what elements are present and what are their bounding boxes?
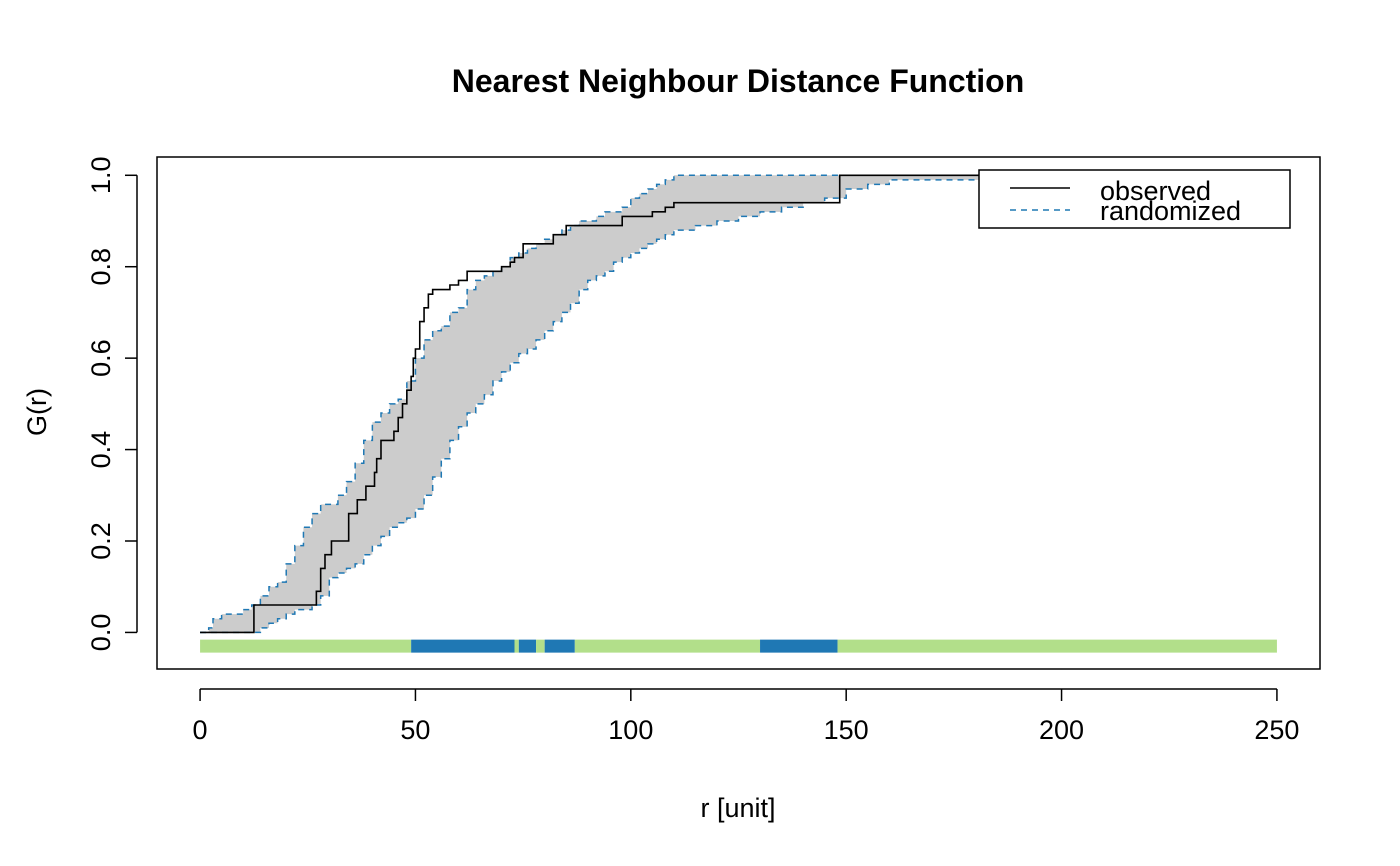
y-axis-label: G(r) xyxy=(22,388,52,436)
y-tick-label: 0.6 xyxy=(86,339,116,377)
legend-box xyxy=(978,169,1291,229)
envelope-area xyxy=(200,175,1277,633)
legend-randomized-label: randomized xyxy=(1100,196,1241,226)
x-tick-label: 150 xyxy=(824,715,869,745)
y-tick-label: 0.2 xyxy=(86,522,116,560)
envelope-lower-line xyxy=(200,174,1277,634)
x-tick-label: 250 xyxy=(1254,715,1299,745)
y-tick-label: 0.8 xyxy=(86,248,116,286)
x-axis: 0 50 100 150 200 250 xyxy=(193,688,1299,745)
x-axis-label: r [unit] xyxy=(700,793,775,823)
plot-area xyxy=(200,174,1277,653)
plot-frame xyxy=(156,156,1321,670)
y-tick-label: 0.4 xyxy=(86,431,116,469)
legend: observed randomized xyxy=(978,169,1291,229)
x-tick-label: 100 xyxy=(608,715,653,745)
y-axis: 0.0 0.2 0.4 0.6 0.8 1.0 xyxy=(86,157,138,652)
legend-observed-label: observed xyxy=(1100,176,1211,206)
y-tick-label: 1.0 xyxy=(86,157,116,195)
x-tick-label: 0 xyxy=(193,715,208,745)
x-tick-label: 200 xyxy=(1039,715,1084,745)
x-tick-label: 50 xyxy=(400,715,430,745)
envelope-upper-line xyxy=(200,174,1277,634)
y-tick-label: 0.0 xyxy=(86,614,116,652)
observed-line xyxy=(200,174,1277,634)
chart-title: Nearest Neighbour Distance Function xyxy=(452,63,1025,99)
